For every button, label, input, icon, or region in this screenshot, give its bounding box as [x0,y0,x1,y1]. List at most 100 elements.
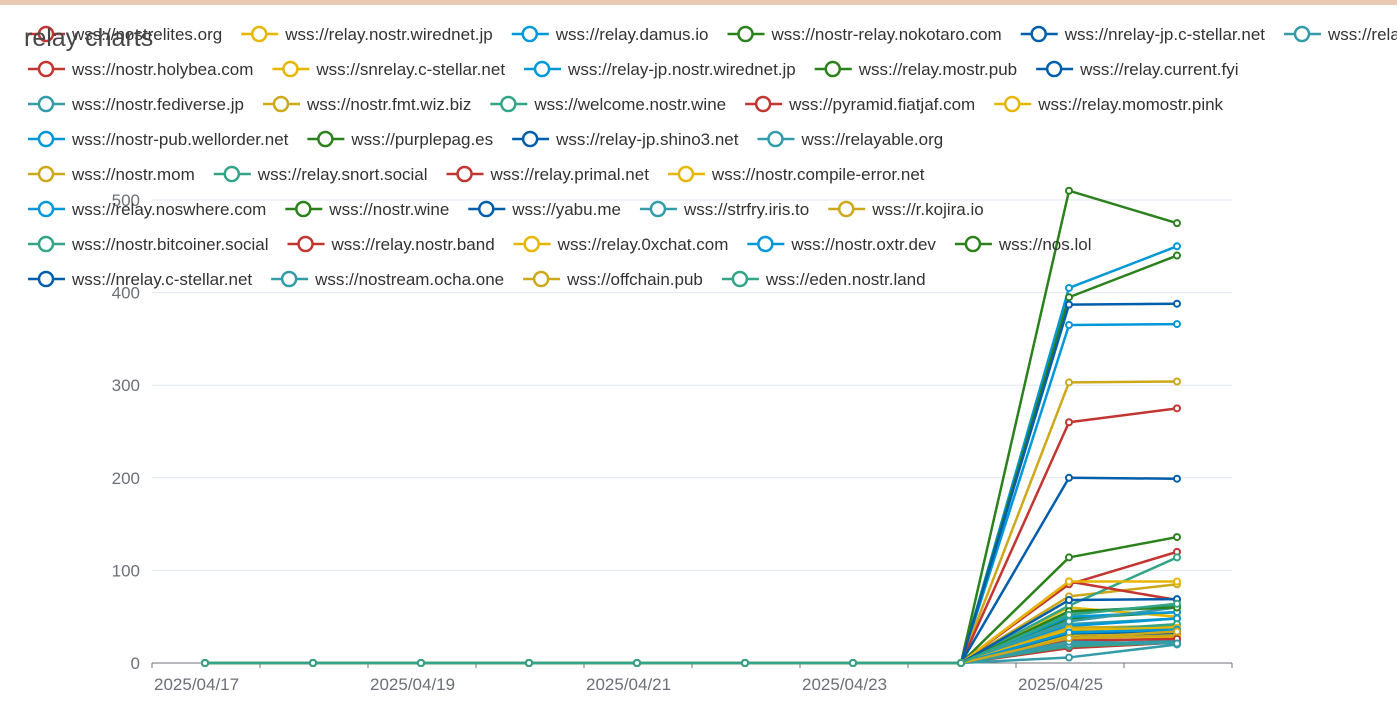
y-tick-label: 0 [131,654,140,673]
legend-label: wss://nrelay-jp.c-stellar.net [1064,25,1266,44]
legend-item[interactable]: wss://relay.primal.net [446,165,650,184]
legend-item[interactable]: wss://nrelay-jp.c-stellar.net [1020,25,1266,44]
legend-marker [456,165,473,183]
legend-label: wss://nostr-pub.wellorder.net [71,130,289,149]
legend-label: wss://nostr.wine [328,200,449,219]
legend-item[interactable]: wss://relay-jp.shino3.net [512,130,739,149]
legend-item[interactable]: wss://relay.0xchat.com [513,235,729,254]
x-tick-label: 2025/04/25 [1018,675,1103,694]
legend-label: wss://relay-jp.nostr.wirednet.jp [567,60,796,79]
legend-item[interactable]: wss://nos.lol [954,235,1092,254]
legend-item[interactable]: wss://welcome.nostr.wine [490,95,726,114]
data-point [1173,639,1181,648]
legend-item[interactable]: wss://nostr.fediverse.jp [28,95,244,114]
legend-item[interactable]: wss://nostr-relay.nokotaro.com [727,25,1002,44]
legend-item[interactable]: wss://nostr.compile-error.net [667,165,925,184]
x-tick-label: 2025/04/23 [802,675,887,694]
data-point [741,659,749,667]
y-tick-label: 400 [112,284,140,303]
legend-item[interactable]: wss://nostr-pub.wellorder.net [28,130,289,149]
legend-item[interactable]: wss://eden.nostr.land [721,270,926,289]
legend-marker [1003,95,1021,113]
legend-item[interactable]: wss://relay.nostr.wirednet.jp [241,25,493,44]
data-point [1173,404,1181,413]
legend-item[interactable]: wss://relay-jp.nostr.wirednet.jp [524,60,796,79]
legend[interactable]: wss://nostrelites.org wss://relay.nostr.w… [28,25,1397,289]
legend-item[interactable]: wss://relay.damus.io [511,25,709,44]
legend-marker [649,200,667,218]
legend-label: wss://nostrelites.org [71,25,222,44]
legend-marker [250,25,268,43]
data-point [1173,533,1181,542]
legend-label: wss://eden.nostr.land [765,270,926,289]
legend-item[interactable]: wss://relay.noswhere.com [28,200,266,219]
legend-item[interactable]: wss://nostr.wine [285,200,449,219]
legend-item[interactable]: wss://relay.snort.social [213,165,428,184]
legend-marker [837,200,855,218]
legend-marker [280,270,298,288]
data-point [957,659,965,667]
legend-item[interactable]: wss://relay.mostr.pub [814,60,1017,79]
legend-item[interactable]: wss://nostr.mom [28,165,195,184]
legend-item[interactable]: wss://relay.momostr.pink [994,95,1224,114]
legend-item[interactable]: wss://nostream.ocha.one [271,270,504,289]
legend-item[interactable]: wss://nostr.oxtr.dev [747,235,936,254]
legend-label: wss://relayable.org [800,130,943,149]
data-point [201,659,209,667]
legend-marker [731,270,749,288]
data-point [417,659,425,667]
legend-item[interactable]: wss://yabu.me [468,200,621,219]
legend-item[interactable]: wss://nostr.holybea.com [28,60,253,79]
legend-item[interactable]: wss://nostr.fmt.wiz.biz [262,95,471,114]
legend-label: wss://nrelay.c-stellar.net [71,270,252,289]
legend-item[interactable]: wss://snrelay.c-stellar.net [272,60,505,79]
legend-item[interactable]: wss://purplepag.es [307,130,493,149]
legend-label: wss://relay.noswhere.com [71,200,266,219]
legend-label: wss://nostr.holybea.com [71,60,253,79]
legend-item[interactable]: wss://pyramid.fiatjaf.com [745,95,975,114]
data-point [1173,474,1181,483]
legend-label: wss://yabu.me [511,200,621,219]
legend-label: wss://pyramid.fiatjaf.com [788,95,975,114]
data-point [1173,320,1181,329]
legend-marker [767,130,784,148]
data-point [1173,627,1181,636]
legend-item[interactable]: wss://relay.current.fyi [1036,60,1239,79]
legend-marker [521,130,539,148]
axes: 0 100 200 300 400 500 2025/04/17 2025/04/19 2025… [112,191,1233,694]
legend-label: wss://r.kojira.io [871,200,983,219]
legend-marker [37,165,55,183]
legend-item[interactable]: wss://nostrelites.org [28,25,222,44]
data-point [1065,577,1073,586]
data-point [1065,300,1073,309]
data-point [633,659,641,667]
legend-label: wss://offchain.pub [566,270,703,289]
y-tick-label: 200 [112,469,140,488]
legend-label: wss://nostr.bitcoiner.social [71,235,269,254]
legend-item[interactable]: wss://strfry.iris.to [639,200,809,219]
chart-title: relay charts [24,24,153,52]
legend-marker [824,60,841,78]
legend-item[interactable]: wss://relay.nostr.bg [1283,25,1397,44]
legend-label: wss://relay.current.fyi [1079,60,1238,79]
legend-item[interactable]: wss://offchain.pub [523,270,703,289]
data-point [1173,377,1181,386]
series-line [205,602,1178,665]
data-point [1173,251,1181,260]
y-tick-label: 100 [112,561,140,580]
data-point [1065,653,1073,662]
x-tick-label: 2025/04/21 [586,675,671,694]
legend-marker [521,25,539,43]
data-point [1065,633,1073,642]
legend-item[interactable]: wss://relay.nostr.band [287,235,495,254]
legend-marker [37,95,55,113]
legend-item[interactable]: wss://r.kojira.io [828,200,984,219]
legend-marker [272,95,290,113]
legend-label: wss://strfry.iris.to [683,200,809,219]
legend-label: wss://relay.0xchat.com [557,235,729,254]
legend-marker [533,60,551,78]
legend-item[interactable]: wss://nrelay.c-stellar.net [28,270,252,289]
legend-item[interactable]: wss://relayable.org [757,130,943,149]
legend-item[interactable]: wss://nostr.bitcoiner.social [28,235,269,254]
